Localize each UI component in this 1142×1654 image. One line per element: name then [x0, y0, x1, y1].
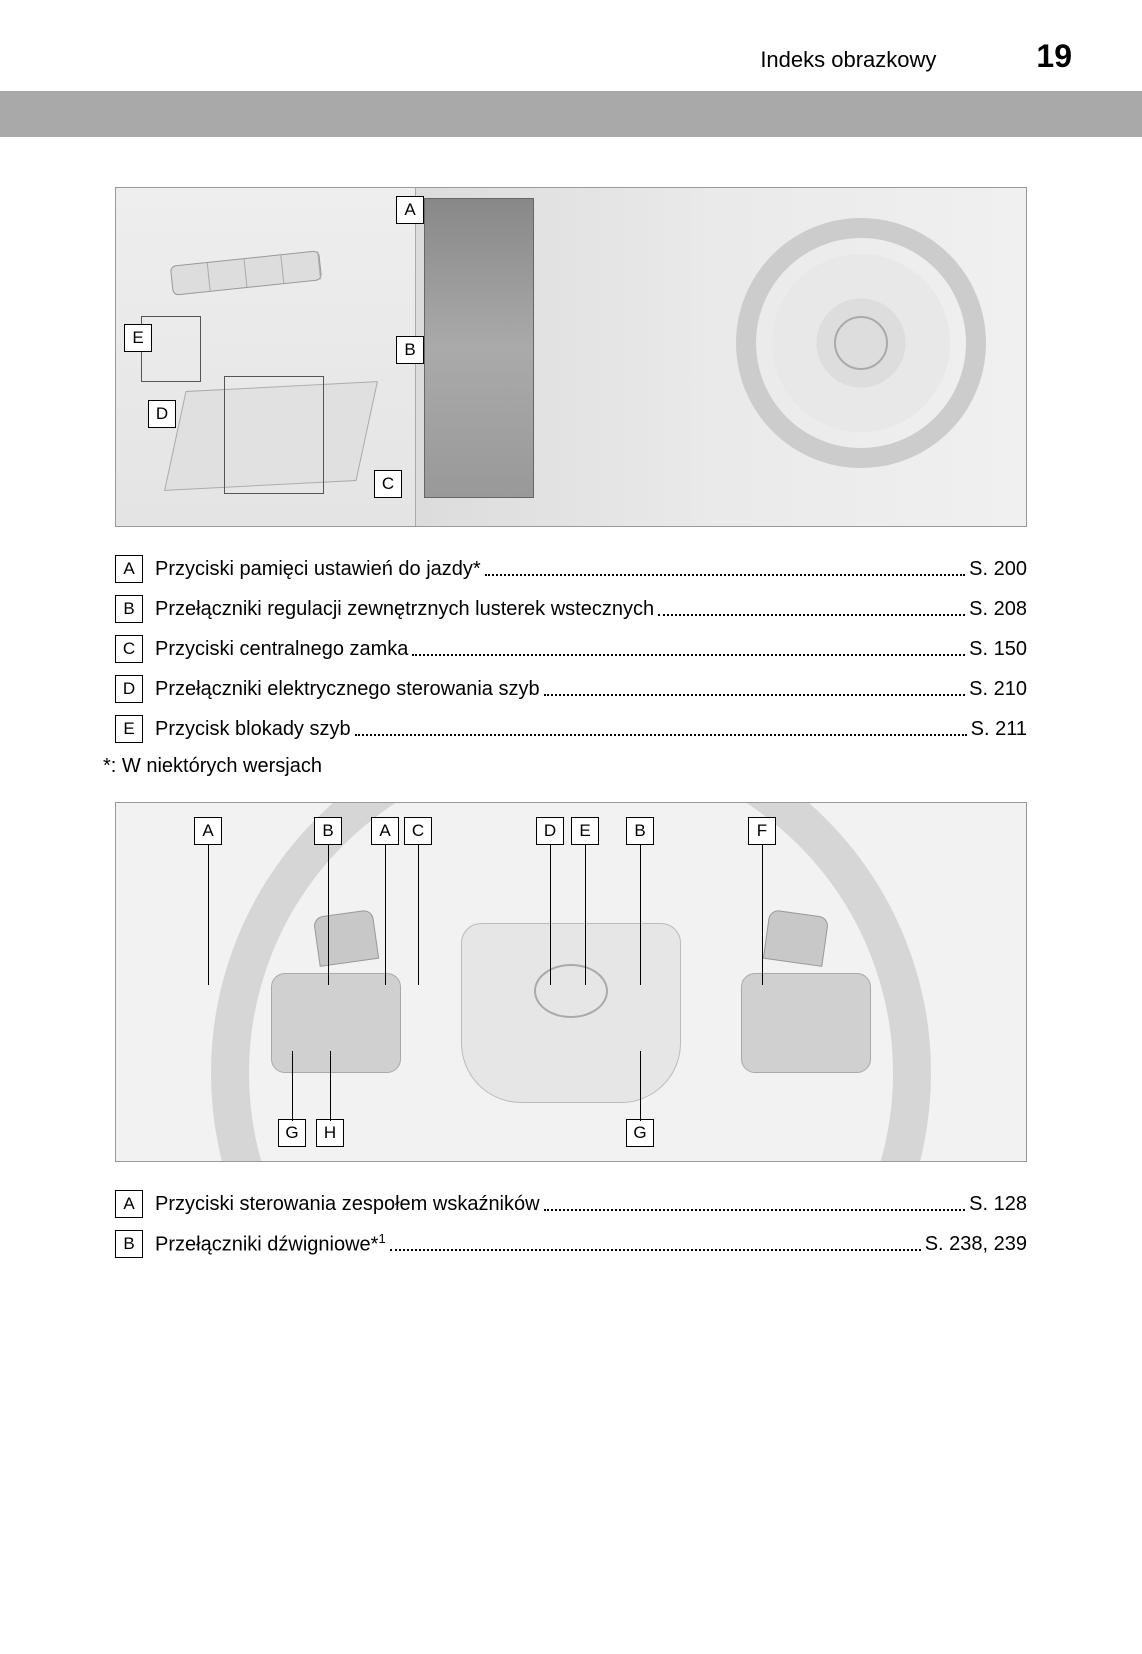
- callout-label: A: [396, 196, 424, 224]
- callout-line: [585, 845, 586, 985]
- index-item: D Przełączniki elektrycznego sterowania s…: [115, 675, 1027, 703]
- leader-dots: [544, 1209, 966, 1211]
- callout-label: D: [148, 400, 176, 428]
- figure2-bottom-callouts: GHG: [116, 1119, 1026, 1149]
- index-item-page: S. 211: [971, 718, 1027, 741]
- index-item-letter: A: [115, 1190, 143, 1218]
- section-title: Indeks obrazkowy: [760, 47, 936, 73]
- leader-dots: [412, 654, 965, 656]
- callout-label: B: [396, 336, 424, 364]
- page-content: ABCDE APrzyciski pamięci ustawień do jaz…: [0, 137, 1142, 1258]
- index-item: E Przycisk blokady szyb S. 211: [115, 715, 1027, 743]
- page-header: Indeks obrazkowy 19: [0, 38, 1142, 91]
- callout-label: E: [124, 324, 152, 352]
- page: Indeks obrazkowy 19 ABCDE APrzyciski pam…: [0, 0, 1142, 1654]
- index-item-text: Przyciski centralnego zamka: [155, 638, 408, 661]
- interior-illustration: [416, 188, 1026, 526]
- index-item-letter: E: [115, 715, 143, 743]
- index-item-page: S. 200: [969, 558, 1027, 581]
- callout-label: G: [626, 1119, 654, 1147]
- detail-box: [224, 376, 324, 494]
- index-item-page: S. 208: [969, 598, 1027, 621]
- index-item: B Przełączniki regulacji zewnętrznych lus…: [115, 595, 1027, 623]
- leader-dots: [658, 614, 965, 616]
- leader-dots: [544, 694, 966, 696]
- callout-line: [640, 1051, 641, 1121]
- door-panel-illustration: [116, 188, 416, 526]
- index-item-page: S. 238, 239: [925, 1233, 1027, 1256]
- index-item-page: S. 150: [969, 638, 1027, 661]
- index-item-letter: B: [115, 1230, 143, 1258]
- leader-dots: [485, 574, 965, 576]
- callout-label: B: [626, 817, 654, 845]
- callout-label: A: [194, 817, 222, 845]
- left-switch-cluster: [271, 973, 401, 1073]
- index-item-text: Przyciski sterowania zespołem wskaźników: [155, 1193, 540, 1216]
- index-item-letter: D: [115, 675, 143, 703]
- index-item: A Przyciski pamięci ustawień do jazdy* S.…: [115, 555, 1027, 583]
- figure2-top-callouts: ABACDEBF: [116, 817, 1026, 847]
- index-item-letter: B: [115, 595, 143, 623]
- callout-label: A: [371, 817, 399, 845]
- index-item-text: Przycisk blokady szyb: [155, 718, 351, 741]
- figure-door-interior: A B C D E: [115, 187, 1027, 527]
- callout-label: C: [374, 470, 402, 498]
- header-band: [0, 91, 1142, 137]
- callout-label: B: [314, 817, 342, 845]
- callout-label: C: [404, 817, 432, 845]
- index-item-text: Przełączniki regulacji zewnętrznych lust…: [155, 598, 654, 621]
- index-item-text: Przyciski pamięci ustawień do jazdy*: [155, 558, 481, 581]
- index-item-page: S. 128: [969, 1193, 1027, 1216]
- callout-line: [330, 1051, 331, 1121]
- paddle-shifter-left: [313, 909, 379, 967]
- right-switch-cluster: [741, 973, 871, 1073]
- callout-line: [328, 845, 329, 985]
- callout-line: [640, 845, 641, 985]
- page-number: 19: [1036, 38, 1072, 75]
- index-item: A Przyciski sterowania zespołem wskaźnikó…: [115, 1190, 1027, 1218]
- leader-dots: [390, 1249, 921, 1251]
- index-item: C Przyciski centralnego zamka S. 150: [115, 635, 1027, 663]
- callout-line: [385, 845, 386, 985]
- index-list-1: A Przyciski pamięci ustawień do jazdy* S.…: [115, 555, 1027, 743]
- index-item-page: S. 210: [969, 678, 1027, 701]
- index-item-text: Przełączniki elektrycznego sterowania sz…: [155, 678, 540, 701]
- callout-label: D: [536, 817, 564, 845]
- figure-steering-controls: ABACDEBF GHG: [115, 802, 1027, 1162]
- pillar-photo-strip: [424, 198, 534, 498]
- callout-label: E: [571, 817, 599, 845]
- callout-line: [208, 845, 209, 985]
- callout-line: [418, 845, 419, 985]
- steering-wheel-graphic: [736, 218, 986, 468]
- index-item-letter: C: [115, 635, 143, 663]
- memory-buttons-graphic: [170, 250, 322, 296]
- callout-label: H: [316, 1119, 344, 1147]
- index-item-letter: A: [115, 555, 143, 583]
- index-item-text: Przełączniki dźwigniowe*1: [155, 1231, 386, 1257]
- index-list-2: A Przyciski sterowania zespołem wskaźnikó…: [115, 1190, 1027, 1258]
- footnote: *: W niektórych wersjach: [103, 755, 1027, 778]
- callout-line: [762, 845, 763, 985]
- callout-label: F: [748, 817, 776, 845]
- callout-line: [550, 845, 551, 985]
- steering-hub: [461, 923, 681, 1103]
- paddle-shifter-right: [763, 909, 829, 967]
- leader-dots: [355, 734, 967, 736]
- callout-label: G: [278, 1119, 306, 1147]
- callout-line: [292, 1051, 293, 1121]
- index-item: B Przełączniki dźwigniowe*1 S. 238, 239: [115, 1230, 1027, 1258]
